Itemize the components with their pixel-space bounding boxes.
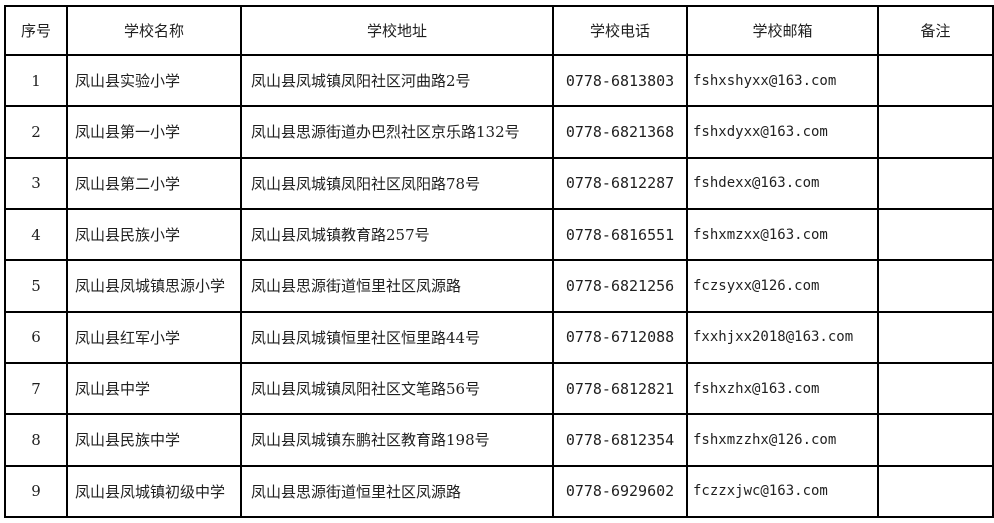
cell-address: 凤山县思源街道恒里社区凤源路 [240, 464, 554, 519]
cell-phone: 0778-6816551 [552, 207, 688, 262]
cell-phone: 0778-6821368 [552, 105, 688, 159]
header-email: 学校邮箱 [686, 5, 879, 56]
table-row: 4 凤山县民族小学 凤山县凤城镇教育路257号 0778-6816551 fsh… [4, 207, 994, 262]
cell-address: 凤山县思源街道恒里社区凤源路 [240, 259, 554, 313]
cell-seq: 6 [4, 310, 68, 364]
table-row: 3 凤山县第二小学 凤山县凤城镇凤阳社区凤阳路78号 0778-6812287 … [4, 156, 994, 210]
cell-seq: 1 [4, 53, 68, 108]
cell-address: 凤山县凤城镇凤阳社区文笔路56号 [240, 361, 554, 416]
cell-name: 凤山县凤城镇思源小学 [66, 259, 242, 313]
cell-phone: 0778-6812821 [552, 361, 688, 416]
cell-phone: 0778-6929602 [552, 464, 688, 519]
cell-email: fshxmzzhx@126.com [686, 413, 879, 467]
table-row: 9 凤山县凤城镇初级中学 凤山县思源街道恒里社区凤源路 0778-6929602… [4, 464, 994, 519]
cell-phone: 0778-6712088 [552, 310, 688, 364]
cell-email: fshxdyxx@163.com [686, 105, 879, 159]
table-header-row: 序号 学校名称 学校地址 学校电话 学校邮箱 备注 [4, 5, 994, 56]
cell-address: 凤山县凤城镇凤阳社区凤阳路78号 [240, 156, 554, 210]
header-address: 学校地址 [240, 5, 554, 56]
cell-seq: 7 [4, 361, 68, 416]
cell-phone: 0778-6813803 [552, 53, 688, 108]
cell-email: fshxmzxx@163.com [686, 207, 879, 262]
cell-remark [877, 207, 994, 262]
school-directory-table: 序号 学校名称 学校地址 学校电话 学校邮箱 备注 1 凤山县实验小学 凤山县凤… [4, 5, 994, 519]
cell-address: 凤山县思源街道办巴烈社区京乐路132号 [240, 105, 554, 159]
cell-remark [877, 259, 994, 313]
table-row: 5 凤山县凤城镇思源小学 凤山县思源街道恒里社区凤源路 0778-6821256… [4, 259, 994, 313]
cell-email: fshdexx@163.com [686, 156, 879, 210]
cell-name: 凤山县红军小学 [66, 310, 242, 364]
cell-remark [877, 53, 994, 108]
cell-email: fczsyxx@126.com [686, 259, 879, 313]
cell-name: 凤山县实验小学 [66, 53, 242, 108]
cell-seq: 5 [4, 259, 68, 313]
cell-remark [877, 156, 994, 210]
table-row: 2 凤山县第一小学 凤山县思源街道办巴烈社区京乐路132号 0778-68213… [4, 105, 994, 159]
cell-name: 凤山县第二小学 [66, 156, 242, 210]
cell-address: 凤山县凤城镇教育路257号 [240, 207, 554, 262]
cell-seq: 3 [4, 156, 68, 210]
cell-email: fxxhjxx2018@163.com [686, 310, 879, 364]
cell-address: 凤山县凤城镇东鹏社区教育路198号 [240, 413, 554, 467]
cell-name: 凤山县中学 [66, 361, 242, 416]
table-row: 6 凤山县红军小学 凤山县凤城镇恒里社区恒里路44号 0778-6712088 … [4, 310, 994, 364]
cell-name: 凤山县民族中学 [66, 413, 242, 467]
cell-phone: 0778-6821256 [552, 259, 688, 313]
cell-name: 凤山县凤城镇初级中学 [66, 464, 242, 519]
cell-address: 凤山县凤城镇恒里社区恒里路44号 [240, 310, 554, 364]
cell-remark [877, 361, 994, 416]
cell-email: fshxshyxx@163.com [686, 53, 879, 108]
cell-seq: 9 [4, 464, 68, 519]
cell-address: 凤山县凤城镇凤阳社区河曲路2号 [240, 53, 554, 108]
header-remark: 备注 [877, 5, 994, 56]
header-seq: 序号 [4, 5, 68, 56]
cell-email: fczzxjwc@163.com [686, 464, 879, 519]
cell-remark [877, 310, 994, 364]
cell-name: 凤山县民族小学 [66, 207, 242, 262]
cell-remark [877, 464, 994, 519]
cell-seq: 8 [4, 413, 68, 467]
cell-email: fshxzhx@163.com [686, 361, 879, 416]
cell-remark [877, 413, 994, 467]
cell-seq: 4 [4, 207, 68, 262]
table-row: 8 凤山县民族中学 凤山县凤城镇东鹏社区教育路198号 0778-6812354… [4, 413, 994, 467]
cell-phone: 0778-6812354 [552, 413, 688, 467]
header-name: 学校名称 [66, 5, 242, 56]
cell-seq: 2 [4, 105, 68, 159]
cell-phone: 0778-6812287 [552, 156, 688, 210]
table-row: 7 凤山县中学 凤山县凤城镇凤阳社区文笔路56号 0778-6812821 fs… [4, 361, 994, 416]
table-row: 1 凤山县实验小学 凤山县凤城镇凤阳社区河曲路2号 0778-6813803 f… [4, 53, 994, 108]
cell-name: 凤山县第一小学 [66, 105, 242, 159]
header-phone: 学校电话 [552, 5, 688, 56]
cell-remark [877, 105, 994, 159]
